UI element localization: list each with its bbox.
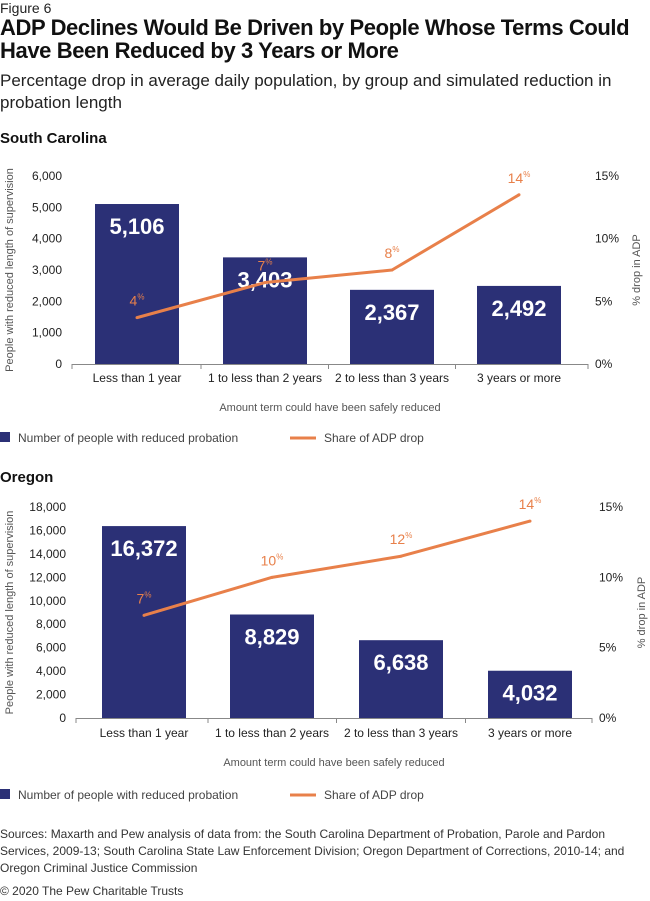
category-label: Less than 1 year <box>93 371 182 385</box>
figure-title: ADP Declines Would Be Driven by People W… <box>0 15 630 63</box>
y-tick-label: 2,000 <box>32 294 62 308</box>
bar <box>359 640 443 718</box>
oregon-chart: 0 2,000 4,000 6,000 8,000 10,000 12,000 14,000 1… <box>0 496 648 802</box>
line-point <box>142 613 146 617</box>
sources-note: Sources: Maxarth and Pew analysis of dat… <box>0 827 625 875</box>
y-tick-label: 8,000 <box>36 617 66 631</box>
y2-tick-label: 15% <box>599 500 623 514</box>
y-tick-label: 4,000 <box>32 232 62 246</box>
line-value-label: 10% <box>261 552 284 568</box>
bar <box>488 670 572 718</box>
line-point <box>263 281 267 285</box>
y-axis-title: People with reduced length of supervisio… <box>4 511 16 715</box>
legend-line-label: Share of ADP drop <box>324 431 424 445</box>
bar <box>230 614 314 718</box>
y2-axis-title: % drop in ADP <box>631 234 643 306</box>
y-tick-label: 16,000 <box>29 523 66 537</box>
y-tick-label: 5,000 <box>32 200 62 214</box>
category-label: 3 years or more <box>488 726 572 740</box>
line-point <box>390 268 394 272</box>
y-tick-label: 6,000 <box>36 641 66 655</box>
line-point <box>528 519 532 523</box>
legend-bar-label: Number of people with reduced probation <box>18 431 238 445</box>
x-axis-title: Amount term could have been safely reduc… <box>219 402 440 414</box>
bar <box>223 257 307 364</box>
y-tick-label: 18,000 <box>29 500 66 514</box>
adp-drop-line <box>136 193 520 320</box>
chart-title-oregon: Oregon <box>0 469 54 486</box>
figure-label: Figure 6 <box>0 0 52 16</box>
y2-tick-label: 0% <box>599 711 617 725</box>
line-point <box>517 193 521 197</box>
y2-tick-label: 15% <box>595 169 619 183</box>
adp-drop-line <box>143 519 531 617</box>
figure-subtitle: Percentage drop in average daily populat… <box>0 71 612 112</box>
bar-value-label: 6,638 <box>373 650 428 675</box>
line-value-label: 4% <box>130 293 145 309</box>
legend-bar-swatch <box>0 789 10 799</box>
y-tick-label: 0 <box>59 711 66 725</box>
bar <box>102 526 186 718</box>
bar <box>350 289 434 364</box>
y-tick-label: 14,000 <box>29 547 66 561</box>
line-value-label: 7% <box>258 258 273 274</box>
bar-value-label: 2,367 <box>364 300 419 325</box>
line-value-label: 14% <box>508 170 531 186</box>
chart-title-south-carolina: South Carolina <box>0 130 107 147</box>
y-tick-label: 0 <box>55 357 62 371</box>
y2-tick-label: 5% <box>595 294 613 308</box>
line-point <box>270 575 274 579</box>
category-label: 1 to less than 2 years <box>215 726 329 740</box>
category-label: 2 to less than 3 years <box>344 726 458 740</box>
legend-line-label: Share of ADP drop <box>324 788 424 802</box>
bar-value-label: 2,492 <box>491 296 546 321</box>
south-carolina-chart: 0 1,000 2,000 3,000 4,000 5,000 6,000 0% 5% 10% 15… <box>0 168 643 445</box>
bar <box>477 285 561 364</box>
y-axis-title: People with reduced length of supervisio… <box>4 168 16 372</box>
legend-bar-swatch <box>0 432 10 442</box>
line-value-label: 7% <box>137 590 152 606</box>
bar <box>95 204 179 364</box>
category-label: 2 to less than 3 years <box>335 371 449 385</box>
line-value-label: 8% <box>385 245 400 261</box>
bar-value-label: 16,372 <box>110 536 177 561</box>
line-point <box>135 316 139 320</box>
y2-tick-label: 10% <box>595 232 619 246</box>
bar-value-label: 5,106 <box>109 214 164 239</box>
line-value-label: 14% <box>519 496 542 512</box>
copyright: © 2020 The Pew Charitable Trusts <box>0 884 184 898</box>
category-label: 1 to less than 2 years <box>208 371 322 385</box>
category-label: Less than 1 year <box>100 726 189 740</box>
y2-tick-label: 0% <box>595 357 613 371</box>
line-value-label: 12% <box>390 531 413 547</box>
y-tick-label: 1,000 <box>32 326 62 340</box>
y-tick-label: 10,000 <box>29 594 66 608</box>
y2-tick-label: 5% <box>599 641 617 655</box>
y2-tick-label: 10% <box>599 570 623 584</box>
y2-axis-title: % drop in ADP <box>636 577 648 649</box>
y-tick-label: 12,000 <box>29 570 66 584</box>
y-tick-label: 2,000 <box>36 688 66 702</box>
y-tick-label: 3,000 <box>32 263 62 277</box>
bar-value-label: 8,829 <box>244 625 299 650</box>
x-axis-title: Amount term could have been safely reduc… <box>223 757 444 769</box>
y-tick-label: 4,000 <box>36 664 66 678</box>
line-point <box>399 554 403 558</box>
category-label: 3 years or more <box>477 371 561 385</box>
y-tick-label: 6,000 <box>32 169 62 183</box>
bar-value-label: 4,032 <box>502 681 557 706</box>
legend-bar-label: Number of people with reduced probation <box>18 788 238 802</box>
